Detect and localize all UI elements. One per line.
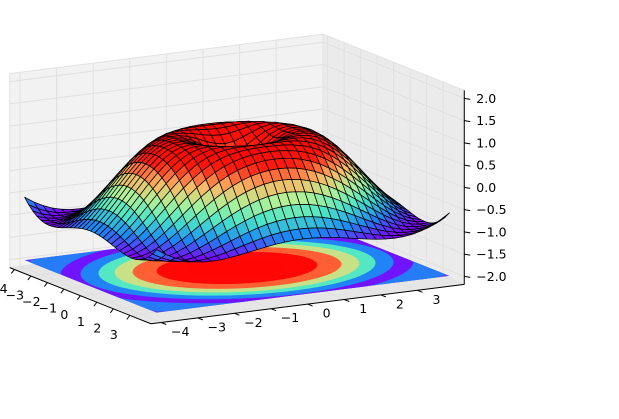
- z-tick-label: −1.0: [476, 224, 506, 239]
- z-tick-label: 1.0: [476, 135, 496, 150]
- z-tick: [464, 275, 471, 278]
- z-tick-label: 0.0: [476, 180, 496, 195]
- y-tick: [380, 294, 387, 298]
- contour-band: [188, 258, 286, 278]
- y-tick: [307, 303, 313, 307]
- x-tick-label: 1: [77, 314, 85, 329]
- y-tick-label: −3: [208, 319, 226, 334]
- grid-line-y: [19, 72, 162, 323]
- x-tick-label: 2: [93, 320, 101, 335]
- grid-line-z: [9, 108, 465, 166]
- y-tick: [417, 289, 423, 293]
- x-tick: [126, 315, 131, 320]
- grid-line-z: [9, 41, 465, 99]
- z-tick-label: 2.0: [476, 91, 496, 106]
- y-tick-label: −2: [244, 315, 262, 330]
- surface-mesh: [24, 120, 450, 263]
- y-tick-label: 2: [396, 296, 404, 311]
- y-tick-label: −4: [171, 324, 189, 339]
- z-tick: [464, 209, 471, 212]
- grid-line-z: [9, 130, 465, 188]
- y-tick: [344, 299, 350, 302]
- y-tick: [161, 322, 167, 325]
- tick-marks: [10, 97, 471, 325]
- x-tick-label: −1: [39, 301, 57, 316]
- z-tick-label: 1.5: [476, 113, 496, 128]
- y-tick-label: −1: [281, 310, 299, 325]
- z-tick: [464, 164, 471, 167]
- z-tick: [464, 142, 471, 145]
- z-tick-label: −0.5: [476, 202, 506, 217]
- x-tick-label: 3: [110, 327, 118, 342]
- z-tick: [464, 120, 471, 123]
- y-tick-label: 3: [432, 292, 440, 307]
- z-tick-label: 0.5: [476, 158, 496, 173]
- surface-patch: [152, 249, 167, 259]
- z-tick-label: −2.0: [476, 269, 506, 284]
- x-tick: [60, 288, 65, 294]
- x-tick-label: −3: [6, 288, 24, 303]
- z-tick: [464, 97, 471, 100]
- y-tick-label: 0: [323, 306, 331, 321]
- x-tick: [93, 301, 98, 307]
- y-tick: [234, 312, 240, 316]
- z-tick: [464, 253, 471, 256]
- grid-line-z: [9, 63, 465, 122]
- x-tick: [43, 282, 48, 287]
- z-tick: [464, 231, 471, 234]
- x-tick: [109, 308, 114, 314]
- z-tick: [464, 186, 471, 189]
- x-tick: [76, 295, 81, 300]
- z-tick-label: −1.5: [476, 247, 506, 262]
- x-tick: [27, 275, 32, 281]
- y-tick: [270, 308, 277, 312]
- y-tick-label: 1: [359, 301, 367, 316]
- x-tick-label: 0: [60, 307, 68, 322]
- y-tick: [197, 317, 204, 321]
- tick-labels: −4−3−2−10123−4−3−2−10123−2.0−1.5−1.0−0.5…: [0, 91, 507, 342]
- x-tick-label: −2: [22, 294, 40, 309]
- x-tick: [10, 269, 15, 274]
- grid-line-z: [9, 86, 465, 144]
- x-tick-label: −4: [0, 281, 8, 296]
